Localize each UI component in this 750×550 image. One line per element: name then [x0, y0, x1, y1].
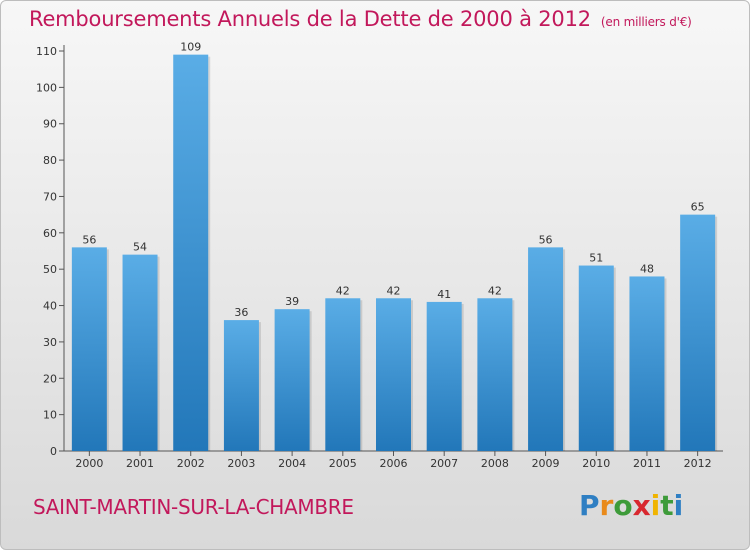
chart-title: Remboursements Annuels de la Dette de 20… — [29, 7, 692, 31]
bar-value-label: 48 — [640, 262, 654, 275]
bar-value-label: 65 — [691, 201, 705, 214]
bar — [376, 298, 411, 451]
bar-value-label: 42 — [488, 284, 502, 297]
logo-letter: i — [650, 489, 661, 522]
chart-unit: (en milliers d'€) — [600, 15, 692, 29]
x-tick-label: 2004 — [278, 457, 306, 470]
y-tick-label: 50 — [43, 263, 57, 276]
x-tick-label: 2008 — [481, 457, 509, 470]
bar — [223, 320, 259, 451]
proxiti-logo: Proxiti — [579, 489, 683, 522]
bar-value-label: 51 — [589, 252, 603, 265]
x-tick-label: 2006 — [380, 457, 408, 470]
x-tick-label: 2011 — [633, 457, 661, 470]
x-tick-label: 2001 — [126, 457, 154, 470]
bar — [426, 301, 462, 451]
bar — [680, 214, 716, 451]
x-tick-label: 2012 — [684, 457, 712, 470]
y-tick-label: 10 — [43, 409, 57, 422]
bar — [528, 247, 564, 451]
bar-value-label: 42 — [336, 284, 350, 297]
x-tick-label: 2002 — [177, 457, 205, 470]
y-tick-label: 30 — [43, 336, 57, 349]
bar-value-label: 109 — [180, 41, 201, 54]
logo-letter: i — [673, 489, 684, 522]
bar — [122, 254, 158, 451]
bar — [173, 54, 209, 452]
logo-letter: o — [613, 489, 633, 522]
bar — [71, 247, 107, 451]
y-tick-label: 0 — [50, 445, 57, 458]
bar — [274, 309, 310, 451]
x-tick-label: 2007 — [430, 457, 458, 470]
logo-letter: P — [579, 489, 600, 522]
chart-title-text: Remboursements Annuels de la Dette de 20… — [29, 7, 591, 31]
bar-value-label: 56 — [539, 233, 553, 246]
bar — [477, 298, 513, 451]
x-tick-label: 2003 — [227, 457, 255, 470]
y-tick-label: 90 — [43, 118, 57, 131]
y-tick-label: 70 — [43, 190, 57, 203]
y-tick-label: 40 — [43, 300, 57, 313]
logo-letter: t — [660, 489, 674, 522]
logo-letter: x — [632, 489, 651, 522]
y-tick-label: 80 — [43, 154, 57, 167]
logo-letter: r — [599, 489, 614, 522]
y-tick-label: 60 — [43, 227, 57, 240]
bar — [629, 276, 665, 451]
bar-value-label: 36 — [234, 306, 248, 319]
x-tick-label: 2000 — [75, 457, 103, 470]
y-tick-label: 100 — [36, 81, 57, 94]
bar-value-label: 39 — [285, 295, 299, 308]
y-tick-label: 20 — [43, 372, 57, 385]
y-tick-label: 110 — [36, 45, 57, 58]
bar-value-label: 42 — [387, 284, 401, 297]
bar-value-label: 56 — [82, 233, 96, 246]
bar-value-label: 41 — [437, 288, 451, 301]
commune-name: SAINT-MARTIN-SUR-LA-CHAMBRE — [33, 495, 354, 519]
x-tick-label: 2005 — [329, 457, 357, 470]
bar — [578, 265, 614, 451]
x-tick-label: 2009 — [532, 457, 560, 470]
bar-value-label: 54 — [133, 241, 147, 254]
x-tick-label: 2010 — [582, 457, 610, 470]
bar — [325, 298, 361, 451]
